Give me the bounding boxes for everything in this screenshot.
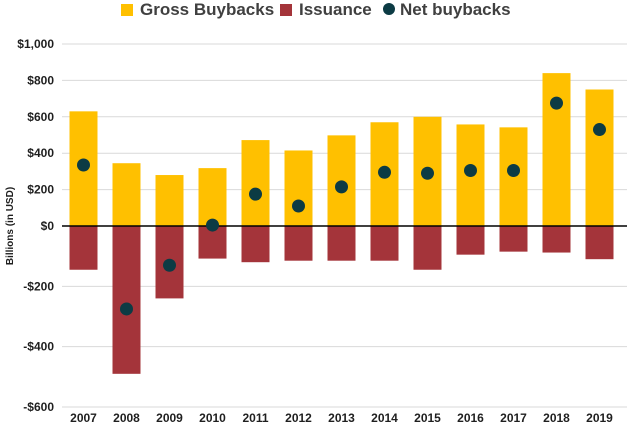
point-net-buybacks [593, 123, 606, 137]
x-tick-label: 2014 [371, 411, 398, 425]
point-net-buybacks [163, 258, 176, 272]
bars [69, 73, 614, 374]
x-tick-label: 2016 [457, 411, 484, 425]
bar-gross-buybacks [542, 73, 571, 227]
bar-issuance [542, 226, 571, 253]
point-net-buybacks [507, 163, 520, 177]
x-tick-label: 2019 [586, 411, 613, 425]
legend-label-issuance: Issuance [299, 0, 372, 19]
bar-gross-buybacks [241, 140, 270, 226]
point-net-buybacks [292, 199, 305, 213]
x-tick-label: 2017 [500, 411, 527, 425]
bar-issuance [370, 226, 399, 261]
y-axis-ticks: -$600 -$400 -$200 $0 $200 $400 $600 $800 $1,000 [17, 37, 54, 414]
y-axis-label: Billions (in USD) [5, 187, 16, 265]
bar-gross-buybacks [112, 163, 141, 226]
legend-label-net-buybacks: Net buybacks [400, 0, 511, 19]
net-buyback-points [77, 96, 606, 316]
bar-issuance [284, 226, 313, 261]
y-tick-label: -$600 [23, 400, 54, 414]
x-tick-label: 2010 [199, 411, 226, 425]
x-tick-label: 2008 [113, 411, 140, 425]
bar-gross-buybacks [198, 168, 227, 226]
bar-issuance [327, 226, 356, 261]
x-tick-label: 2012 [285, 411, 312, 425]
x-tick-label: 2013 [328, 411, 355, 425]
bar-issuance [499, 226, 528, 252]
legend: Gross Buybacks Issuance Net buybacks [121, 0, 511, 19]
legend-marker-net-buybacks [383, 3, 395, 15]
bar-issuance [413, 226, 442, 270]
bar-issuance [112, 226, 141, 374]
point-net-buybacks [421, 166, 434, 180]
x-tick-label: 2011 [242, 411, 268, 425]
point-net-buybacks [550, 96, 563, 110]
bar-issuance [456, 226, 485, 255]
point-net-buybacks [206, 218, 219, 232]
point-net-buybacks [120, 302, 133, 316]
bar-issuance [69, 226, 98, 270]
x-tick-label: 2015 [414, 411, 441, 425]
bar-gross-buybacks [585, 89, 614, 226]
x-tick-label: 2018 [543, 411, 570, 425]
x-tick-label: 2007 [70, 411, 97, 425]
y-tick-label: -$200 [23, 279, 54, 293]
point-net-buybacks [464, 163, 477, 177]
y-tick-label: $400 [27, 146, 54, 160]
bar-gross-buybacks [284, 150, 313, 226]
y-tick-label: -$400 [23, 340, 54, 354]
y-tick-label: $200 [27, 183, 54, 197]
point-net-buybacks [249, 187, 262, 201]
legend-swatch-issuance [280, 4, 292, 16]
y-tick-label: $600 [27, 110, 54, 124]
x-axis-ticks: 2007 2008 2009 2010 2011 2012 2013 2014 2015 2016… [70, 411, 613, 425]
legend-label-gross-buybacks: Gross Buybacks [140, 0, 274, 19]
point-net-buybacks [335, 180, 348, 194]
bar-gross-buybacks [155, 175, 184, 226]
legend-swatch-gross-buybacks [121, 4, 133, 16]
point-net-buybacks [77, 158, 90, 172]
bar-issuance [585, 226, 614, 260]
point-net-buybacks [378, 165, 391, 179]
y-tick-label: $800 [27, 73, 54, 87]
y-tick-label: $1,000 [17, 37, 54, 51]
y-tick-label: $0 [41, 219, 55, 233]
x-tick-label: 2009 [156, 411, 183, 425]
bar-issuance [241, 226, 270, 263]
